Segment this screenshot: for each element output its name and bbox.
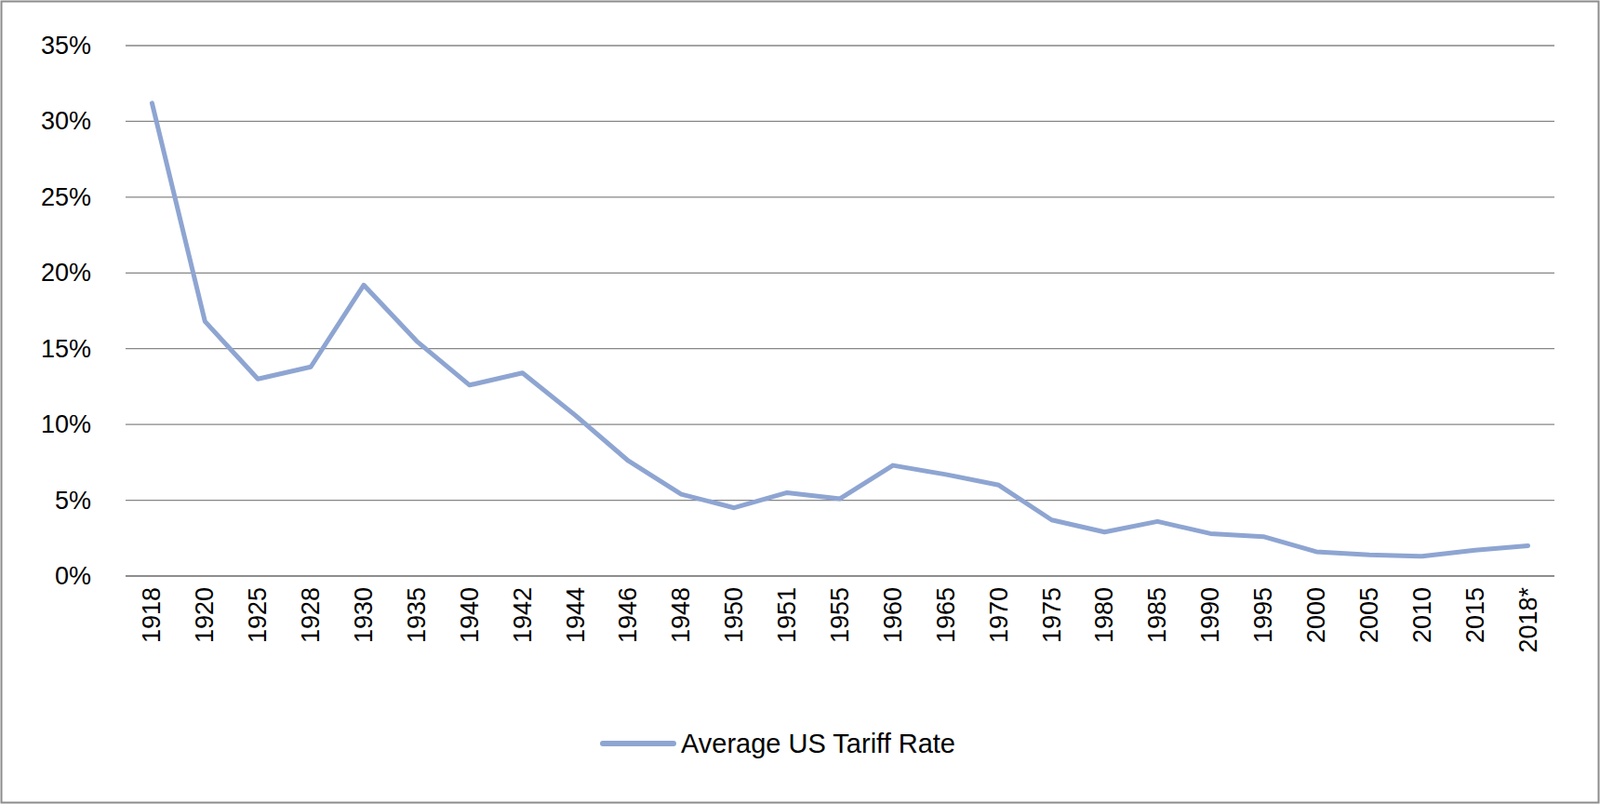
x-tick-label: 2015 — [1461, 586, 1490, 643]
x-tick-label: 1975 — [1038, 586, 1067, 643]
grid-line — [125, 120, 1555, 122]
x-axis: 1918 1920 1925 1928 1930 1935 1940 1942 1944 1946… — [137, 586, 1542, 654]
grid-line — [125, 196, 1555, 198]
grid-line — [125, 574, 1555, 576]
x-tick-label: 1925 — [243, 586, 272, 643]
x-tick-label: 2018* — [1514, 586, 1543, 654]
series-line — [151, 103, 1528, 557]
grid-line — [125, 44, 1555, 46]
x-tick-label: 1935 — [402, 586, 431, 643]
x-tick-label: 1930 — [349, 586, 378, 643]
x-tick-label: 1948 — [666, 586, 695, 643]
x-axis-line — [125, 574, 1555, 577]
y-axis: 0% 5% 10% 15% 20% 25% 30% 35% — [40, 31, 1555, 590]
data-layer — [151, 103, 1528, 557]
x-tick-label: 2010 — [1408, 586, 1437, 643]
legend: Average US Tariff Rate — [602, 728, 956, 759]
y-tick-label: 10% — [40, 410, 92, 439]
x-tick-label: 1942 — [508, 586, 537, 643]
grid-line — [125, 423, 1555, 425]
chart-container: 0%5%10%15%20%25%30%35%191819201925192819… — [0, 0, 1600, 804]
x-tick-label: 1950 — [720, 586, 748, 643]
x-tick-label: 1980 — [1090, 586, 1119, 643]
chart-frame — [1, 1, 1600, 803]
x-tick-label: 1970 — [985, 586, 1014, 643]
y-tick-label: 25% — [40, 183, 92, 212]
x-tick-label: 1920 — [190, 586, 219, 643]
x-tick-label: 1944 — [561, 586, 590, 643]
x-tick-label: 1965 — [932, 586, 960, 643]
x-tick-label: 1960 — [879, 586, 907, 643]
legend-swatch — [602, 740, 674, 747]
grid-line — [125, 272, 1555, 274]
x-tick-label: 1951 — [773, 586, 801, 643]
x-tick-label: 1928 — [296, 586, 325, 643]
page: {"chart_data": {"type": "line", "categor… — [0, 0, 1600, 804]
x-tick-label: 1940 — [455, 586, 484, 643]
x-tick-label: 2000 — [1302, 586, 1331, 643]
chart-svg: 0%5%10%15%20%25%30%35%191819201925192819… — [0, 0, 1600, 804]
y-tick-label: 5% — [54, 486, 92, 515]
x-tick-label: 2005 — [1355, 586, 1384, 643]
y-tick-label: 20% — [40, 258, 92, 287]
x-tick-label: 1955 — [826, 586, 854, 643]
x-tick-label: 1918 — [137, 586, 166, 643]
x-tick-label: 1990 — [1196, 586, 1225, 643]
y-tick-label: 0% — [54, 561, 92, 590]
x-tick-label: 1985 — [1143, 586, 1172, 643]
y-tick-label: 35% — [40, 31, 92, 60]
legend-label: Average US Tariff Rate — [680, 728, 956, 759]
grid-line — [125, 347, 1555, 349]
y-tick-label: 15% — [40, 334, 92, 363]
x-tick-label: 1995 — [1249, 586, 1278, 643]
x-tick-label: 1946 — [613, 586, 642, 643]
y-tick-label: 30% — [40, 106, 92, 135]
